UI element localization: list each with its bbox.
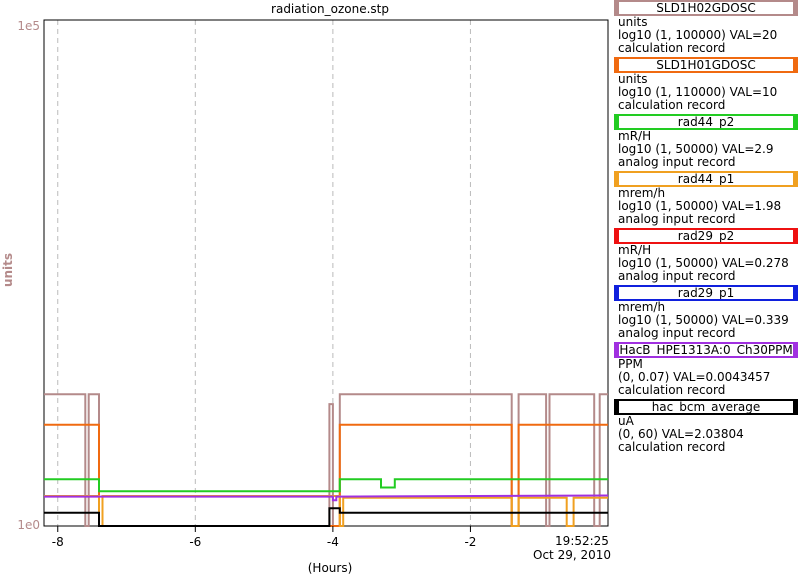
legend-detail: calculation record <box>618 98 726 112</box>
x-tick-label: -8 <box>52 535 64 549</box>
legend-entry: HacB_HPE1313A:0_Ch30PPM PPM (0, 0.07) VAL=… <box>614 342 798 397</box>
y-tick-label: 1e0 <box>17 518 40 532</box>
legend-series-name[interactable]: hac_bcm_average <box>614 399 798 415</box>
x-axis-label: (Hours) <box>308 561 353 575</box>
legend-detail: analog input record <box>618 326 736 340</box>
legend-detail: calculation record <box>618 41 726 55</box>
y-tick-label: 1e5 <box>17 19 40 33</box>
legend-entry: hac_bcm_average uA (0, 60) VAL=2.03804 calc… <box>614 399 798 454</box>
y-axis-label: units <box>1 253 15 287</box>
legend-detail: (0, 0.07) VAL=0.0043457 <box>618 370 771 384</box>
legend-entry: rad44_p2 mR/H log10 (1, 50000) VAL=2.9 anal… <box>614 114 798 169</box>
x-tick-label: -6 <box>189 535 201 549</box>
legend: SLD1H02GDOSC units log10 (1, 100000) VAL=2… <box>612 0 800 454</box>
x-tick-label: -2 <box>464 535 476 549</box>
end-date-label: Oct 29, 2010 <box>533 548 611 562</box>
legend-detail: PPM <box>618 357 643 371</box>
series-line-rad44-p2 <box>44 478 608 493</box>
legend-series-name[interactable]: rad29_p2 <box>614 228 798 244</box>
legend-entry: SLD1H02GDOSC units log10 (1, 100000) VAL=2… <box>614 0 798 55</box>
legend-detail: log10 (1, 50000) VAL=2.9 <box>618 142 774 156</box>
legend-detail: analog input record <box>618 212 736 226</box>
legend-detail: analog input record <box>618 155 736 169</box>
x-tick-label: -4 <box>327 535 339 549</box>
legend-detail: (0, 60) VAL=2.03804 <box>618 427 744 441</box>
legend-detail: log10 (1, 110000) VAL=10 <box>618 85 778 99</box>
legend-detail: uA <box>618 414 634 428</box>
legend-detail: log10 (1, 50000) VAL=0.339 <box>618 313 789 327</box>
series-line-sld1h02gdosc <box>44 393 608 527</box>
series-line-hacb-hpe1313a-0-ch30ppm <box>44 494 609 502</box>
legend-series-name[interactable]: rad29_p1 <box>614 285 798 301</box>
legend-series-name[interactable]: HacB_HPE1313A:0_Ch30PPM <box>614 342 798 358</box>
legend-series-name[interactable]: rad44_p1 <box>614 171 798 187</box>
chart-title: radiation_ozone.stp <box>271 2 389 16</box>
plot-area: radiation_ozone.stp -8 -6 -4 -2 1e5 1e0 units… <box>1 2 611 575</box>
legend-series-name[interactable]: SLD1H01GDOSC <box>614 57 798 73</box>
legend-series-name[interactable]: SLD1H02GDOSC <box>614 0 798 16</box>
legend-entry: rad29_p2 mR/H log10 (1, 50000) VAL=0.278 an… <box>614 228 798 283</box>
legend-detail: units <box>618 72 648 86</box>
legend-detail: log10 (1, 100000) VAL=20 <box>618 28 778 42</box>
legend-detail: units <box>618 15 648 29</box>
legend-detail: mrem/h <box>618 186 666 200</box>
series-lines <box>44 393 609 527</box>
legend-detail: log10 (1, 50000) VAL=1.98 <box>618 199 782 213</box>
series-line-hac-bcm-average <box>44 507 608 527</box>
legend-detail: mrem/h <box>618 300 666 314</box>
legend-detail: calculation record <box>618 440 726 454</box>
legend-entry: rad29_p1 mrem/h log10 (1, 50000) VAL=0.339… <box>614 285 798 340</box>
legend-detail: log10 (1, 50000) VAL=0.278 <box>618 256 789 270</box>
end-time-label: 19:52:25 <box>555 534 609 548</box>
legend-detail: mR/H <box>618 129 652 143</box>
legend-detail: calculation record <box>618 383 726 397</box>
axis-labels: -8 -6 -4 -2 1e5 1e0 <box>17 19 476 549</box>
series-line-sld1h01gdosc <box>44 423 608 527</box>
legend-detail: analog input record <box>618 269 736 283</box>
legend-entry: SLD1H01GDOSC units log10 (1, 110000) VAL=1… <box>614 57 798 112</box>
legend-detail: mR/H <box>618 243 652 257</box>
legend-series-name[interactable]: rad44_p2 <box>614 114 798 130</box>
legend-entry: rad44_p1 mrem/h log10 (1, 50000) VAL=1.98 a… <box>614 171 798 226</box>
grid-lines <box>57 20 471 526</box>
